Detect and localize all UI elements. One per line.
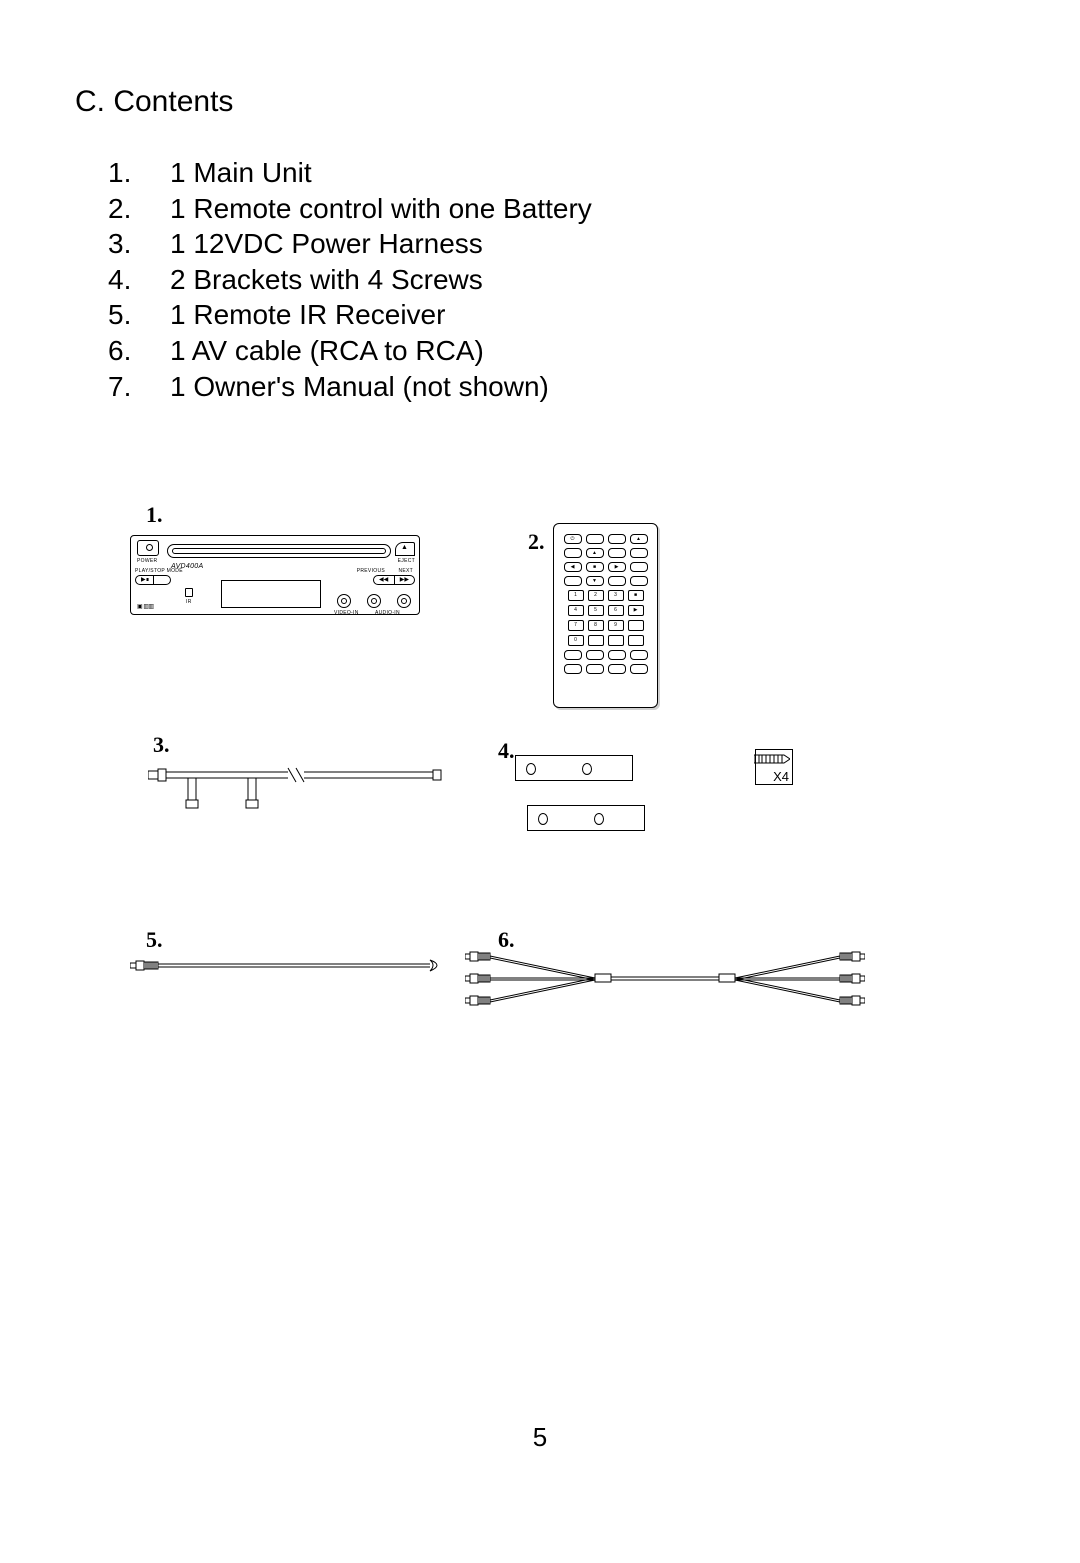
prev-next-btn-icon: ◀◀ ▶▶	[373, 575, 415, 585]
list-item: 5.1 Remote IR Receiver	[108, 298, 592, 332]
brackets-illustration: X4	[515, 755, 745, 855]
remote-illustration: ⏻▲ ▲ ◀■▶ ▼ 123■ 456▶ 789 0	[553, 523, 658, 708]
list-text: 1 12VDC Power Harness	[170, 227, 483, 261]
screw-qty-label: X4	[773, 769, 789, 784]
list-num: 4.	[108, 263, 170, 297]
ir-sensor-icon	[185, 588, 193, 597]
main-unit-illustration: POWER EJECT AVD400A PLAY/STOP MODE ▶∎ IR…	[130, 535, 420, 615]
list-text: 1 AV cable (RCA to RCA)	[170, 334, 484, 368]
figure-label-5: 5.	[146, 927, 163, 953]
eject-label: EJECT	[398, 558, 415, 564]
eject-button-icon	[395, 542, 415, 556]
list-num: 5.	[108, 298, 170, 332]
list-item: 1.1 Main Unit	[108, 156, 592, 190]
ir-label: IR	[186, 599, 192, 605]
figure-label-1: 1.	[146, 502, 163, 528]
bracket-icon	[515, 755, 633, 781]
list-item: 4.2 Brackets with 4 Screws	[108, 263, 592, 297]
list-num: 1.	[108, 156, 170, 190]
av-cable-illustration	[465, 950, 865, 1010]
ir-receiver-illustration	[130, 955, 445, 985]
power-button-icon	[137, 540, 159, 556]
figure-label-2: 2.	[528, 529, 545, 555]
figure-label-4: 4.	[498, 738, 515, 764]
page-number: 5	[0, 1422, 1080, 1453]
list-item: 6.1 AV cable (RCA to RCA)	[108, 334, 592, 368]
disc-slot-icon	[167, 544, 391, 558]
power-harness-illustration	[148, 765, 443, 810]
figures-area: 1. POWER EJECT AVD400A PLAY/STOP MODE ▶∎…	[0, 480, 1080, 1180]
section-heading: C. Contents	[75, 85, 233, 119]
list-item: 2.1 Remote control with one Battery	[108, 192, 592, 226]
list-num: 6.	[108, 334, 170, 368]
jack-icon	[367, 594, 381, 608]
previous-label: PREVIOUS	[357, 568, 385, 574]
list-num: 2.	[108, 192, 170, 226]
jack-icon	[397, 594, 411, 608]
play-stop-mode-label: PLAY/STOP MODE	[135, 568, 183, 574]
list-text: 2 Brackets with 4 Screws	[170, 263, 483, 297]
list-text: 1 Remote IR Receiver	[170, 298, 445, 332]
list-item: 7.1 Owner's Manual (not shown)	[108, 370, 592, 404]
video-in-label: VIDEO-IN	[334, 610, 359, 616]
list-item: 3.1 12VDC Power Harness	[108, 227, 592, 261]
figure-label-3: 3.	[153, 732, 170, 758]
next-label: NEXT	[398, 568, 413, 574]
play-stop-btn-icon: ▶∎	[135, 575, 171, 585]
list-num: 3.	[108, 227, 170, 261]
list-num: 7.	[108, 370, 170, 404]
logos-icon: ▣ ▥▥	[137, 603, 154, 610]
contents-list: 1.1 Main Unit 2.1 Remote control with on…	[108, 156, 592, 405]
list-text: 1 Owner's Manual (not shown)	[170, 370, 549, 404]
list-text: 1 Remote control with one Battery	[170, 192, 592, 226]
screw-icon	[754, 751, 790, 767]
audio-in-label: AUDIO-IN	[375, 610, 400, 616]
list-text: 1 Main Unit	[170, 156, 312, 190]
bracket-icon	[527, 805, 645, 831]
display-panel-icon	[221, 580, 321, 608]
power-label: POWER	[137, 558, 157, 564]
jack-icon	[337, 594, 351, 608]
